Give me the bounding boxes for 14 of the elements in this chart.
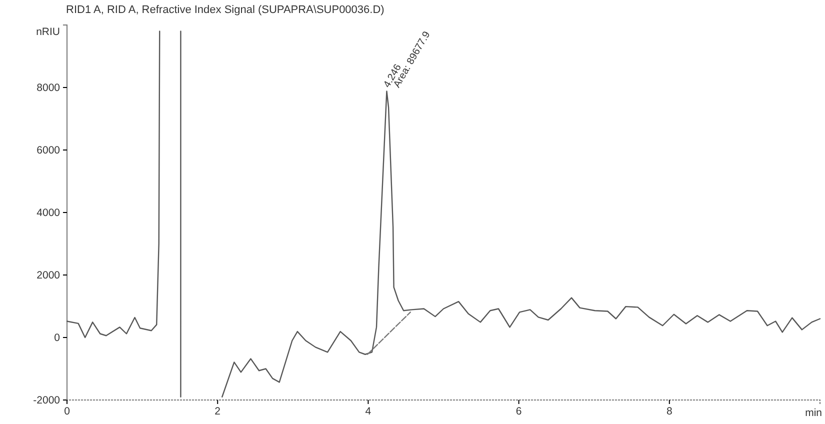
x-tick-label: 6 xyxy=(516,405,522,418)
x-tick-label: 0 xyxy=(64,405,70,418)
y-tick-label: 6000 xyxy=(36,144,60,156)
y-tick-label: 0 xyxy=(54,332,60,344)
x-tick-label: 8 xyxy=(666,405,672,418)
y-tick-label: 8000 xyxy=(36,82,60,94)
y-tick-label: 4000 xyxy=(36,206,60,219)
y-tick-label: 2000 xyxy=(36,269,60,282)
y-tick-label: -2000 xyxy=(33,394,60,406)
y-axis-title: nRIU xyxy=(36,26,60,38)
x-axis-title: min xyxy=(805,407,822,419)
chart-title: RID1 A, RID A, Refractive Index Signal (SUPAPRA\SUP00036.D) xyxy=(66,4,384,16)
x-tick-label: 4 xyxy=(365,405,372,418)
x-tick-label: 2 xyxy=(214,405,221,418)
